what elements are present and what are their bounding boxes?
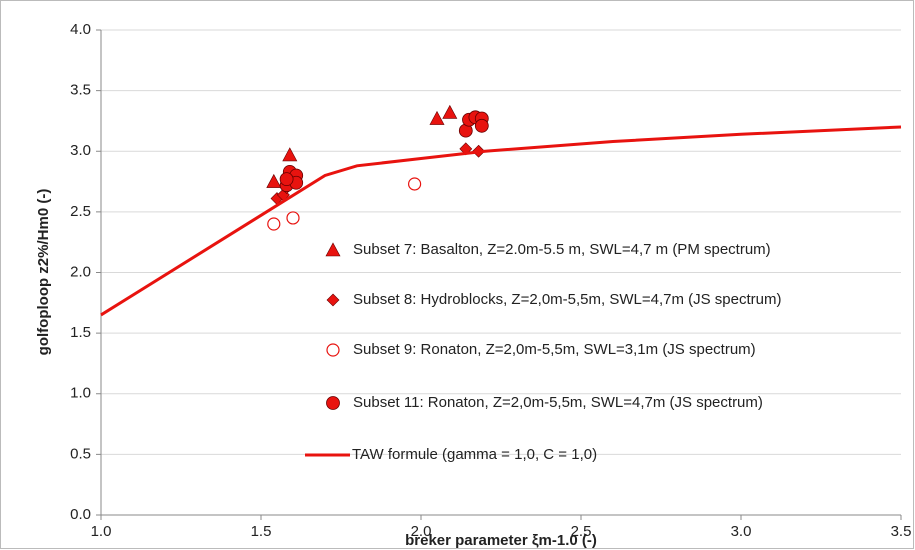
y-tick-label: 0.5 (70, 445, 91, 462)
triangle-marker (442, 104, 458, 119)
y-axis-label: golfoploop z2%/Hm0 (-) (35, 189, 52, 356)
y-tick-label: 2.0 (70, 263, 91, 280)
legend-label: Subset 8: Hydroblocks, Z=2,0m-5,5m, SWL=… (353, 291, 781, 308)
legend-marker (325, 242, 341, 257)
legend-label: TAW formule (gamma = 1,0, C = 1,0) (352, 446, 597, 463)
y-tick-label: 3.0 (70, 142, 91, 159)
y-tick-label: 0.0 (70, 506, 91, 523)
triangle-marker (282, 147, 298, 162)
x-tick-label: 3.5 (891, 523, 912, 540)
open-circle-marker (267, 217, 281, 231)
x-tick-label: 1.0 (91, 523, 112, 540)
triangle-marker (266, 173, 282, 188)
x-tick-label: 1.5 (251, 523, 272, 540)
y-tick-label: 1.5 (70, 324, 91, 341)
legend-marker (326, 343, 340, 357)
legend-label: Subset 7: Basalton, Z=2.0m-5.5 m, SWL=4,… (353, 241, 771, 258)
legend-label: Subset 9: Ronaton, Z=2,0m-5,5m, SWL=3,1m… (353, 341, 756, 358)
open-circle-marker (286, 211, 300, 225)
y-tick-label: 1.0 (70, 385, 91, 402)
legend-marker (326, 396, 340, 410)
x-axis-label: breker parameter ξm-1.0 (-) (405, 532, 597, 549)
y-tick-label: 2.5 (70, 203, 91, 220)
x-tick-label: 2.0 (411, 523, 432, 540)
legend-marker (326, 293, 340, 307)
y-tick-label: 4.0 (70, 21, 91, 38)
y-tick-label: 3.5 (70, 82, 91, 99)
circle-marker (279, 172, 294, 187)
triangle-marker (429, 110, 445, 125)
line-series (100, 125, 902, 317)
legend-label: Subset 11: Ronaton, Z=2,0m-5,5m, SWL=4,7… (353, 394, 763, 411)
open-circle-marker (408, 177, 422, 191)
x-tick-label: 2.5 (571, 523, 592, 540)
circle-marker (474, 118, 489, 133)
x-tick-label: 3.0 (731, 523, 752, 540)
